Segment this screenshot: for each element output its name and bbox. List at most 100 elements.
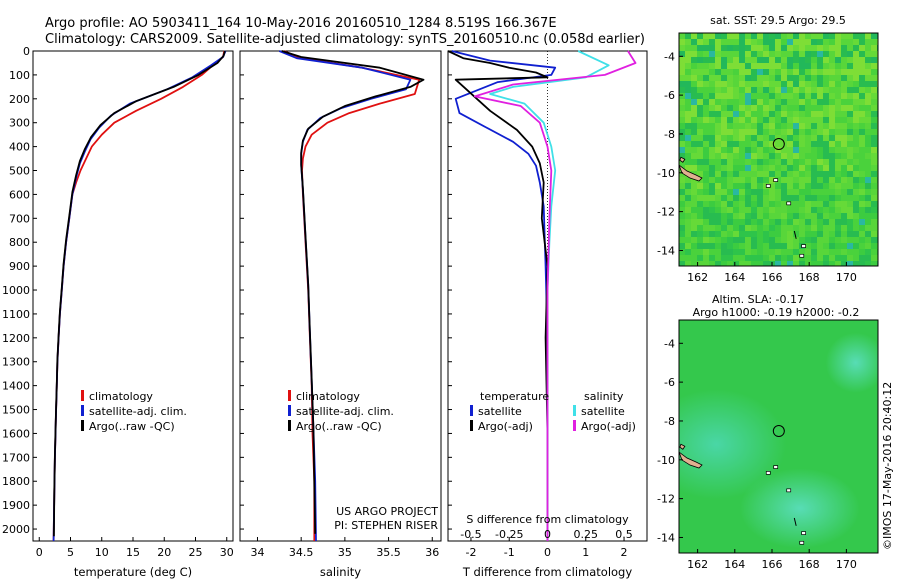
land-islet	[799, 253, 805, 258]
x-tick-label: 164	[724, 558, 745, 571]
legend-entry: Argo(-adj)	[478, 420, 533, 433]
x-tick-label: 1	[582, 546, 589, 559]
y-tick-label: -12	[657, 206, 675, 219]
legend-entry: Argo(..raw -QC)	[89, 420, 175, 433]
legend-entry: salinity	[584, 390, 624, 403]
y-tick-label: 600	[9, 188, 30, 201]
y-tick-label: 0	[23, 45, 30, 58]
x-axis-label: T difference from climatology	[462, 565, 633, 579]
difference-panel: -2 -1 0 1 2 T difference from climatology temp…	[447, 50, 648, 579]
x2-tick-label: 0.5	[615, 528, 633, 541]
legend-entry: Argo(..raw -QC)	[296, 420, 382, 433]
y-tick-label: -10	[657, 454, 675, 467]
legend-entry: climatology	[89, 390, 153, 403]
sst-map-title: sat. SST: 29.5 Argo: 29.5	[710, 14, 846, 27]
land-islet	[765, 184, 771, 188]
x-tick-label: 30	[220, 546, 234, 559]
x-tick-label: 10	[95, 546, 109, 559]
y-tick-label: 1400	[2, 380, 30, 393]
x-tick-label: 170	[836, 271, 857, 284]
x-tick-label: 0	[36, 546, 43, 559]
series-line-satellite-adj-clim-	[278, 50, 412, 542]
argo-position-marker	[772, 425, 785, 438]
y-tick-label: 1900	[2, 499, 30, 512]
series-line-climatology	[283, 50, 421, 541]
y-tick-label: -6	[664, 89, 675, 102]
map-field	[679, 33, 878, 266]
legend-swatch	[470, 420, 473, 431]
x-axis-label: salinity	[320, 565, 361, 579]
x-tick-label: 164	[724, 271, 745, 284]
sst-map: 162 164 166 168 170 -4 -6 -8 -10 -12 -14	[657, 32, 879, 284]
legend-swatch	[470, 405, 473, 416]
y-tick-label: -8	[664, 128, 675, 141]
sla-map-title: Altim. SLA: -0.17	[712, 293, 804, 306]
x2-tick-label: 0	[544, 528, 551, 541]
series-line-argo-adj-	[447, 50, 549, 541]
x-tick-label: 168	[799, 271, 820, 284]
land-islet	[793, 230, 797, 239]
x-tick-label: 35.5	[376, 546, 401, 559]
legend-swatch	[81, 390, 84, 401]
x-tick-label: 35	[338, 546, 352, 559]
y-tick-label: -10	[657, 167, 675, 180]
land-solomon	[679, 164, 703, 182]
x-tick-label: 168	[799, 558, 820, 571]
x-tick-label: -2	[465, 546, 476, 559]
y-tick-label: 1200	[2, 332, 30, 345]
y-tick-label: 200	[9, 93, 30, 106]
legend-entry: satellite-adj. clim.	[89, 405, 187, 418]
header-line-1: Argo profile: AO 5903411_164 10-May-2016…	[45, 16, 557, 31]
x-tick-label: 36	[425, 546, 439, 559]
land-islet	[801, 531, 806, 535]
y-tick-label: 900	[9, 260, 30, 273]
y-tick-label: 1800	[2, 475, 30, 488]
x-axis-label: temperature (deg C)	[74, 565, 192, 579]
y-tick-label: 100	[9, 69, 30, 82]
x-tick-label: 25	[189, 546, 203, 559]
sla-map-subtitle: Argo h1000: -0.19 h2000: -0.2	[693, 306, 860, 319]
series-line-argo-raw-qc-	[281, 50, 425, 534]
y-tick-label: 1300	[2, 356, 30, 369]
y-tick-label: 800	[9, 236, 30, 249]
y-tick-label: -14	[657, 244, 675, 257]
y-tick-label: -14	[657, 531, 675, 544]
y-tick-label: -4	[664, 337, 675, 350]
x-tick-label: 5	[67, 546, 74, 559]
y-tick-label: 300	[9, 117, 30, 130]
legend-entry: satellite-adj. clim.	[296, 405, 394, 418]
y-tick-label: 1000	[2, 284, 30, 297]
project-annotation: US ARGO PROJECT	[336, 505, 438, 518]
y-tick-label: 500	[9, 165, 30, 178]
y-tick-label: -4	[664, 50, 675, 63]
y-tick-label: 1100	[2, 308, 30, 321]
land-islet	[679, 443, 686, 450]
legend-swatch	[288, 405, 291, 416]
legend-entry: Argo(-adj)	[581, 420, 636, 433]
legend-swatch	[81, 405, 84, 416]
x2-tick-label: -0.25	[495, 528, 523, 541]
legend-swatch	[288, 390, 291, 401]
temperature-panel: 0100200300400500600700800900100011001200…	[2, 45, 234, 579]
land-islet	[786, 201, 792, 206]
land-islet	[801, 244, 806, 248]
x-tick-label: 162	[687, 558, 708, 571]
land-solomon	[679, 451, 703, 469]
x-tick-label: 20	[157, 546, 171, 559]
x-tick-label: 2	[621, 546, 628, 559]
map-field	[679, 320, 878, 553]
legend-swatch	[573, 420, 576, 431]
salinity-panel: 34 34.5 35 35.5 36 salinity climatology satelli…	[239, 50, 442, 579]
legend-swatch	[288, 420, 291, 431]
x-tick-label: -1	[504, 546, 515, 559]
x-tick-label: 166	[761, 558, 782, 571]
imos-credit: ©IMOS 17-May-2016 20:40:12	[881, 382, 894, 550]
x-tick-label: 166	[761, 271, 782, 284]
land-islet	[773, 465, 779, 469]
x2-axis-label: S difference from climatology	[466, 513, 629, 526]
y-tick-label: 400	[9, 141, 30, 154]
y-tick-label: 1500	[2, 404, 30, 417]
legend-entry: climatology	[296, 390, 360, 403]
x-tick-label: 34	[250, 546, 264, 559]
land-islet	[793, 517, 797, 526]
